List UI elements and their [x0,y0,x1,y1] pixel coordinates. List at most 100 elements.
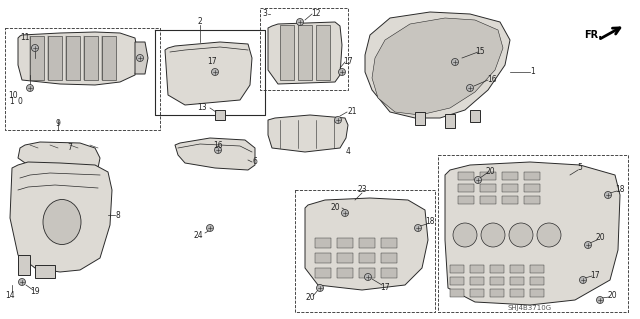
Text: 13: 13 [197,103,207,113]
Polygon shape [359,268,375,278]
Text: 20: 20 [305,293,315,302]
Polygon shape [502,196,518,204]
Polygon shape [316,25,330,80]
Polygon shape [48,36,62,80]
Polygon shape [490,277,504,285]
Polygon shape [458,196,474,204]
Circle shape [211,69,218,76]
Polygon shape [480,184,496,192]
Polygon shape [337,268,353,278]
Circle shape [365,273,371,280]
Text: 16: 16 [487,76,497,85]
Polygon shape [470,277,484,285]
Text: SHJ4B3710G: SHJ4B3710G [508,305,552,311]
Polygon shape [510,289,524,297]
Polygon shape [165,42,252,105]
Text: 20: 20 [595,234,605,242]
Circle shape [579,277,586,284]
Polygon shape [102,36,116,80]
Text: 14: 14 [5,291,15,300]
Polygon shape [415,112,425,125]
Polygon shape [175,138,255,170]
Text: 8: 8 [116,211,120,219]
Polygon shape [480,196,496,204]
Circle shape [584,241,591,249]
Text: 17: 17 [207,57,217,66]
Polygon shape [381,253,397,263]
Polygon shape [135,42,148,74]
Text: 20: 20 [485,167,495,176]
Circle shape [415,225,422,232]
Circle shape [339,69,346,76]
Polygon shape [530,265,544,273]
Text: 20: 20 [607,291,617,300]
Polygon shape [530,277,544,285]
Text: 17: 17 [590,271,600,279]
Text: 7: 7 [68,143,72,152]
Text: 18: 18 [615,186,625,195]
Text: 12: 12 [311,10,321,19]
Ellipse shape [43,199,81,244]
Polygon shape [280,25,294,80]
Polygon shape [298,25,312,80]
Text: 17: 17 [343,57,353,66]
Polygon shape [30,36,44,80]
Text: 24: 24 [193,231,203,240]
Text: 1: 1 [10,98,14,107]
Circle shape [296,19,303,26]
Polygon shape [372,18,503,115]
Circle shape [136,55,143,62]
Text: 15: 15 [475,48,485,56]
Polygon shape [490,265,504,273]
Polygon shape [305,198,428,290]
Circle shape [537,223,561,247]
Polygon shape [315,238,331,248]
Polygon shape [315,253,331,263]
Text: 0: 0 [17,98,22,107]
Polygon shape [337,238,353,248]
Polygon shape [458,184,474,192]
Polygon shape [510,277,524,285]
Polygon shape [268,115,348,152]
Circle shape [342,210,349,217]
Polygon shape [470,265,484,273]
Polygon shape [359,253,375,263]
Polygon shape [18,142,100,172]
Text: 18: 18 [425,218,435,226]
Polygon shape [470,110,480,122]
Polygon shape [458,172,474,180]
Circle shape [596,296,604,303]
Text: 16: 16 [213,140,223,150]
Polygon shape [35,265,55,278]
Polygon shape [359,238,375,248]
Polygon shape [445,162,620,305]
Polygon shape [450,277,464,285]
Circle shape [19,278,26,286]
Text: 3: 3 [262,10,268,19]
Polygon shape [84,36,98,80]
Circle shape [509,223,533,247]
Polygon shape [490,289,504,297]
Polygon shape [315,268,331,278]
Text: 9: 9 [56,118,60,128]
Text: 1: 1 [531,68,536,77]
Text: 17: 17 [380,283,390,292]
Circle shape [481,223,505,247]
Polygon shape [337,253,353,263]
Circle shape [335,116,342,123]
Circle shape [467,85,474,92]
Polygon shape [18,32,138,85]
Polygon shape [450,289,464,297]
Text: FR.: FR. [584,30,602,40]
Polygon shape [10,162,112,272]
Polygon shape [502,184,518,192]
Polygon shape [450,265,464,273]
Circle shape [31,44,38,51]
Polygon shape [445,114,455,128]
Text: 23: 23 [357,186,367,195]
Polygon shape [502,172,518,180]
Polygon shape [470,289,484,297]
Circle shape [605,191,611,198]
Circle shape [453,223,477,247]
Text: 21: 21 [348,108,356,116]
